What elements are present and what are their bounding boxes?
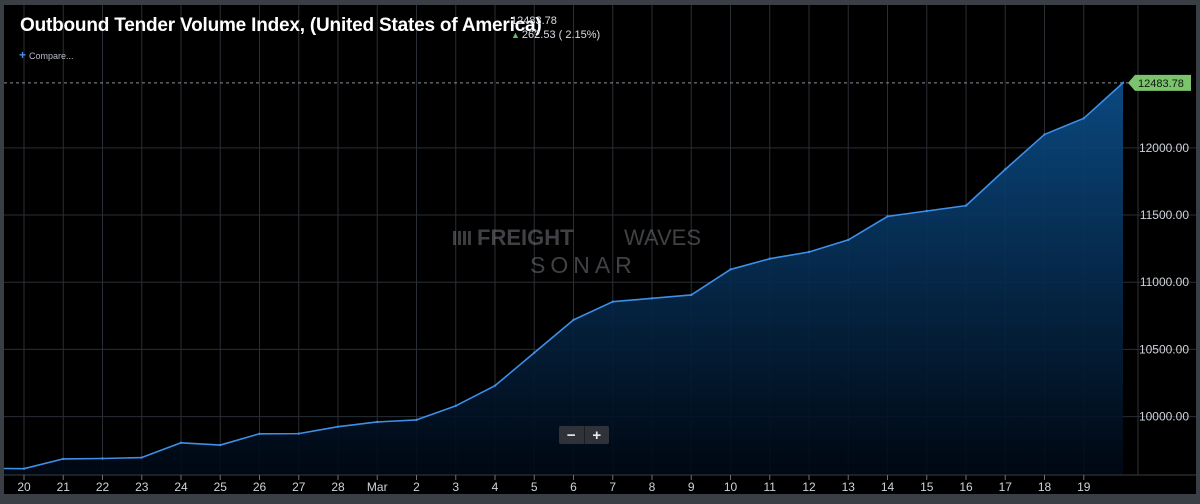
data-point <box>258 432 261 435</box>
y-tick-label: 10500.00 <box>1139 342 1189 356</box>
x-tick-label: 2 <box>413 480 420 494</box>
data-point <box>297 432 300 435</box>
x-tick-label: 21 <box>57 480 71 494</box>
data-point <box>847 238 850 242</box>
data-point <box>140 456 143 459</box>
compare-label: Compare... <box>29 51 74 61</box>
x-tick-label: 5 <box>531 480 538 494</box>
data-point <box>886 215 889 218</box>
x-tick-label: 4 <box>492 480 499 494</box>
x-tick-label: 9 <box>688 480 695 494</box>
watermark-sonar: SONAR <box>530 252 637 278</box>
data-point <box>415 418 418 422</box>
chart-frame: FREIGHT WAVES SONAR 10000.00 10500.00 1100… <box>4 5 1196 494</box>
y-tick-label: 11500.00 <box>1140 208 1189 222</box>
x-tick-label: 10 <box>724 480 738 494</box>
x-tick-label: 18 <box>1038 480 1052 494</box>
y-tick-label: 10000.00 <box>1139 410 1189 424</box>
zoom-controls: − + <box>559 426 609 444</box>
data-point <box>493 384 497 387</box>
x-tick-label: 26 <box>253 480 267 494</box>
last-value-badge-text: 12483.78 <box>1138 78 1184 90</box>
last-value-badge: 12483.78 <box>1128 74 1191 91</box>
zoom-out-button[interactable]: − <box>566 426 576 444</box>
data-point <box>690 293 693 297</box>
x-tick-label: 17 <box>999 480 1013 494</box>
data-point <box>454 404 457 408</box>
x-tick-label: 14 <box>881 480 895 494</box>
watermark-freight: FREIGHT <box>477 225 574 250</box>
data-point <box>101 457 104 460</box>
data-point <box>533 351 536 354</box>
data-point <box>572 318 575 322</box>
x-tick-label: 3 <box>452 480 459 494</box>
data-point <box>22 467 26 470</box>
x-axis: 20 21 22 23 24 25 26 27 28 Mar 2 3 4 5 6 7 8 9 10 11 12 13 14 1… <box>4 474 1196 494</box>
compare-button[interactable]: + Compare... <box>19 48 74 62</box>
x-tick-label: 12 <box>802 480 816 494</box>
chart-canvas[interactable]: FREIGHT WAVES SONAR 10000.00 10500.00 1100… <box>4 5 1196 494</box>
x-tick-label: 13 <box>842 480 856 494</box>
up-arrow-icon: ▲ <box>511 30 520 40</box>
watermark-waves: WAVES <box>624 225 701 250</box>
y-tick-label: 11000.00 <box>1140 275 1189 289</box>
x-tick-label: 20 <box>17 480 31 494</box>
freightwaves-logo-icon <box>453 231 471 245</box>
x-tick-label: 6 <box>570 480 577 494</box>
x-tick-label: 22 <box>96 480 110 494</box>
x-tick-label: 23 <box>135 480 149 494</box>
data-point <box>1043 133 1046 136</box>
last-value: 12483.78 <box>511 15 557 27</box>
x-tick-label: 11 <box>764 480 777 494</box>
data-point <box>611 300 614 303</box>
data-point <box>62 457 65 461</box>
watermark: FREIGHT WAVES SONAR <box>453 225 701 278</box>
data-point <box>964 204 968 207</box>
x-tick-label: 19 <box>1077 480 1091 494</box>
data-point <box>376 420 379 424</box>
data-point <box>1121 81 1125 85</box>
series-line[interactable] <box>4 82 1124 470</box>
x-tick-label: 24 <box>174 480 188 494</box>
data-point <box>925 209 928 213</box>
data-point <box>807 250 811 254</box>
x-tick-label: 16 <box>959 480 973 494</box>
x-tick-label: 15 <box>920 480 934 494</box>
change-text: 262.53 ( 2.15%) <box>521 29 601 41</box>
series-points <box>22 81 1125 470</box>
data-point <box>179 441 183 444</box>
x-tick-label: 27 <box>292 480 306 494</box>
area-fill <box>4 82 1123 475</box>
plus-icon: + <box>19 48 27 62</box>
last-value-badge-shape <box>1128 74 1191 91</box>
data-point <box>219 443 222 447</box>
y-tick-label: 12000.00 <box>1139 141 1189 155</box>
x-tick-label: 8 <box>649 480 656 494</box>
data-point <box>1004 168 1007 171</box>
x-tick-label: 25 <box>214 480 228 494</box>
data-point <box>729 268 732 271</box>
data-point <box>336 425 340 428</box>
data-point <box>768 257 771 260</box>
x-tick-label: 28 <box>331 480 345 494</box>
zoom-in-button[interactable]: + <box>583 426 610 444</box>
chart-title: Outbound Tender Volume Index, (United St… <box>20 15 542 36</box>
x-tick-label: 7 <box>609 480 616 494</box>
x-tick-label: Mar <box>367 480 388 494</box>
change-value: ▲ 262.53 ( 2.15%) <box>511 29 600 41</box>
data-point <box>650 297 654 300</box>
data-point <box>1082 117 1085 120</box>
